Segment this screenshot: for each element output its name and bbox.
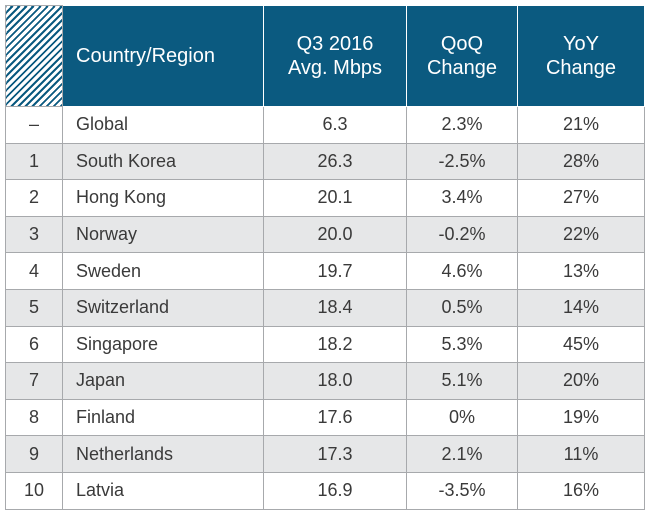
value-cell: 2.1%: [406, 435, 518, 473]
value-cell: -0.2%: [406, 215, 518, 254]
table-row: 4 Sweden 19.7 4.6% 13%: [5, 252, 645, 290]
rank-cell: 8: [5, 398, 63, 437]
header-cell: Q3 2016 Avg. Mbps: [263, 5, 407, 107]
table-row: 3 Norway 20.0 -0.2% 22%: [5, 215, 645, 254]
value-cell: 21%: [517, 106, 645, 144]
country-cell: Sweden: [62, 252, 264, 290]
value-cell: 27%: [517, 179, 645, 217]
rank-cell: 2: [5, 179, 63, 217]
table-row: – Global 6.3 2.3% 21%: [5, 106, 645, 144]
value-cell: 13%: [517, 252, 645, 290]
rank-cell: 3: [5, 215, 63, 254]
header-row: Country/Region Q3 2016 Avg. Mbps QoQ Cha…: [5, 5, 645, 107]
table-row: 5 Switzerland 18.4 0.5% 14%: [5, 288, 645, 327]
country-cell: Singapore: [62, 325, 264, 364]
table-row: 1 South Korea 26.3 -2.5% 28%: [5, 142, 645, 181]
country-cell: Switzerland: [62, 288, 264, 327]
value-cell: 20.1: [263, 179, 407, 217]
rank-cell: 7: [5, 362, 63, 400]
table-body: – Global 6.3 2.3% 21% 1 South Korea 26.3 -2.5% 28…: [5, 106, 645, 510]
value-cell: 0%: [406, 398, 518, 437]
value-cell: 5.1%: [406, 362, 518, 400]
country-cell: South Korea: [62, 142, 264, 181]
rank-cell: 1: [5, 142, 63, 181]
rank-cell: –: [5, 106, 63, 144]
value-cell: 18.0: [263, 362, 407, 400]
table-row: 10 Latvia 16.9 -3.5% 16%: [5, 471, 645, 510]
value-cell: 16.9: [263, 471, 407, 510]
rank-cell: 4: [5, 252, 63, 290]
rank-cell: 6: [5, 325, 63, 364]
value-cell: 11%: [517, 435, 645, 473]
value-cell: 4.6%: [406, 252, 518, 290]
table-row: 6 Singapore 18.2 5.3% 45%: [5, 325, 645, 364]
table-header: Country/Region Q3 2016 Avg. Mbps QoQ Cha…: [5, 5, 645, 107]
value-cell: 22%: [517, 215, 645, 254]
rank-cell: 10: [5, 471, 63, 510]
value-cell: 17.3: [263, 435, 407, 473]
value-cell: 3.4%: [406, 179, 518, 217]
value-cell: 14%: [517, 288, 645, 327]
value-cell: 5.3%: [406, 325, 518, 364]
table-row: 8 Finland 17.6 0% 19%: [5, 398, 645, 437]
value-cell: 45%: [517, 325, 645, 364]
value-cell: 26.3: [263, 142, 407, 181]
table-row: 2 Hong Kong 20.1 3.4% 27%: [5, 179, 645, 217]
country-cell: Hong Kong: [62, 179, 264, 217]
country-cell: Latvia: [62, 471, 264, 510]
rank-cell: 9: [5, 435, 63, 473]
header-cell: QoQ Change: [406, 5, 518, 107]
value-cell: -2.5%: [406, 142, 518, 181]
country-cell: Norway: [62, 215, 264, 254]
table-row: 9 Netherlands 17.3 2.1% 11%: [5, 435, 645, 473]
country-cell: Global: [62, 106, 264, 144]
value-cell: 20.0: [263, 215, 407, 254]
value-cell: 2.3%: [406, 106, 518, 144]
value-cell: -3.5%: [406, 471, 518, 510]
value-cell: 0.5%: [406, 288, 518, 327]
value-cell: 19.7: [263, 252, 407, 290]
value-cell: 18.2: [263, 325, 407, 364]
hatched-cell: [5, 5, 63, 107]
value-cell: 6.3: [263, 106, 407, 144]
value-cell: 28%: [517, 142, 645, 181]
value-cell: 16%: [517, 471, 645, 510]
header-cell: YoY Change: [517, 5, 645, 107]
value-cell: 19%: [517, 398, 645, 437]
country-cell: Netherlands: [62, 435, 264, 473]
country-cell: Japan: [62, 362, 264, 400]
value-cell: 17.6: [263, 398, 407, 437]
header-cell: Country/Region: [62, 5, 264, 107]
value-cell: 20%: [517, 362, 645, 400]
rank-cell: 5: [5, 288, 63, 327]
speed-table: Country/Region Q3 2016 Avg. Mbps QoQ Cha…: [5, 5, 645, 510]
country-cell: Finland: [62, 398, 264, 437]
value-cell: 18.4: [263, 288, 407, 327]
table-row: 7 Japan 18.0 5.1% 20%: [5, 362, 645, 400]
